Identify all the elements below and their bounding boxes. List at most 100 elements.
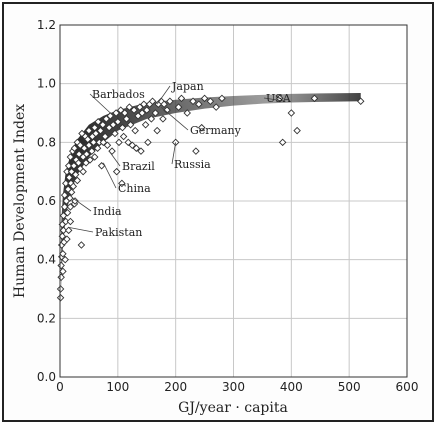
data-point [75, 150, 83, 158]
data-point [136, 103, 144, 111]
data-point [138, 109, 146, 117]
data-point [130, 106, 138, 114]
data-point [59, 250, 67, 258]
data-point [66, 153, 75, 161]
data-point [140, 100, 148, 108]
data-point [119, 132, 128, 141]
data-point [85, 141, 93, 150]
annotation-label: USA [266, 92, 292, 105]
data-point [128, 141, 137, 150]
data-point [63, 167, 71, 176]
annotation-leader [156, 85, 171, 105]
data-point [74, 159, 83, 167]
annotation-leader [103, 162, 117, 189]
data-point [82, 150, 91, 158]
data-point [293, 126, 301, 135]
data-point [93, 144, 102, 152]
annotation-leader [160, 106, 189, 131]
data-point [65, 173, 74, 182]
data-point [62, 217, 70, 226]
data-point [218, 94, 226, 103]
data-point [66, 217, 75, 226]
data-point [96, 126, 105, 135]
x-tick-label: 600 [396, 380, 419, 394]
y-tick-label: 0.4 [37, 253, 56, 267]
data-point [183, 109, 191, 117]
data-point [58, 232, 67, 240]
data-point [103, 141, 112, 150]
data-point [112, 109, 120, 117]
y-tick-label: 0.0 [37, 370, 56, 384]
data-point [287, 109, 296, 117]
x-tick-label: 400 [280, 380, 303, 394]
y-tick-label: 0.6 [37, 194, 56, 208]
plot-border [59, 24, 408, 378]
data-point [278, 138, 287, 147]
data-point [59, 267, 67, 276]
data-point [132, 144, 141, 152]
x-axis-title: GJ/year · capita [178, 400, 288, 416]
annotation-label: Pakistan [95, 226, 142, 239]
data-point [125, 103, 134, 111]
data-point [61, 255, 69, 264]
data-point [141, 120, 150, 129]
annotation-label: Russia [174, 158, 211, 171]
data-point [105, 123, 113, 132]
data-point [102, 115, 111, 123]
data-point [197, 123, 206, 132]
data-point [112, 167, 121, 176]
annotation-leader [108, 150, 121, 167]
data-point [126, 120, 135, 129]
data-point [137, 147, 145, 155]
annotation-label: India [93, 205, 122, 218]
data-point [56, 294, 65, 302]
data-point [94, 118, 102, 126]
data-point [166, 97, 174, 106]
data-point [69, 182, 78, 191]
data-point [66, 203, 75, 211]
data-point [111, 129, 119, 138]
data-point [192, 147, 200, 155]
data-point [118, 179, 126, 188]
data-point [200, 94, 209, 103]
data-point [73, 176, 82, 185]
x-tick-label: 100 [106, 380, 129, 394]
data-point [212, 103, 220, 111]
annotation-leader [72, 197, 92, 212]
data-point [84, 135, 92, 144]
data-point [63, 208, 72, 217]
data-point [206, 97, 215, 106]
data-point [67, 188, 76, 196]
data-point [92, 129, 100, 138]
data-point [143, 106, 151, 114]
annotation-label: China [118, 182, 151, 195]
data-point [85, 126, 93, 135]
data-point [64, 226, 73, 235]
annotation-leader [263, 97, 286, 102]
data-point [131, 126, 139, 135]
data-point [356, 97, 365, 106]
data-point [144, 138, 152, 147]
data-point [121, 109, 129, 117]
data-point [80, 144, 89, 152]
data-point [88, 147, 96, 155]
data-point [134, 112, 142, 120]
data-point [70, 144, 79, 152]
x-tick-label: 200 [164, 380, 187, 394]
data-point [310, 94, 319, 103]
x-tick-label: 0 [56, 380, 64, 394]
annotation-label: Brazil [122, 160, 155, 173]
data-point [99, 138, 108, 147]
y-tick-label: 0.8 [37, 135, 56, 149]
data-point [118, 123, 127, 132]
annotation-label: Barbados [92, 88, 145, 101]
data-point [116, 106, 125, 114]
data-point [159, 115, 167, 123]
data-point [76, 141, 84, 150]
data-point [153, 126, 161, 135]
data-point [82, 159, 90, 167]
data-point [90, 123, 99, 132]
annotations: Barbados Japan Germany USA Brazil China Russia… [68, 80, 292, 239]
data-point [71, 170, 80, 179]
data-point [59, 211, 68, 220]
